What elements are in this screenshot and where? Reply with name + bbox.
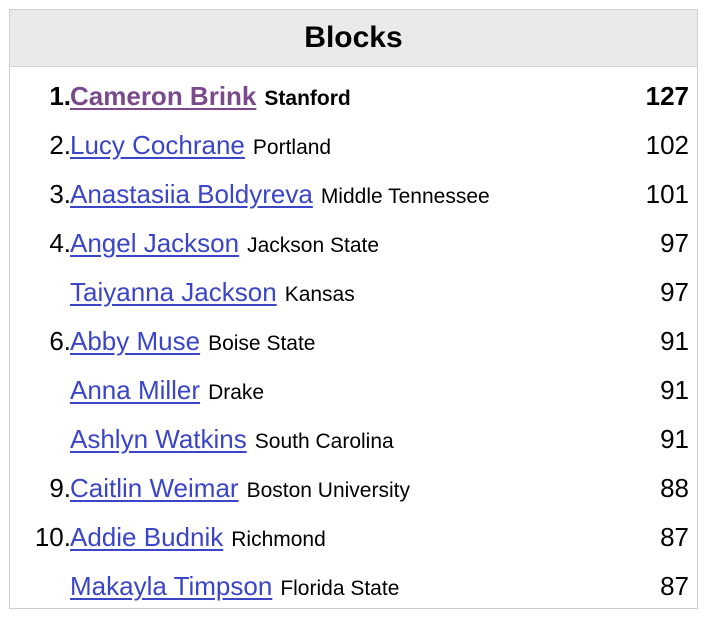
stat-value: 97 <box>660 277 689 307</box>
player-link[interactable]: Addie Budnik <box>70 522 224 552</box>
stat-value: 91 <box>660 424 689 454</box>
player-link[interactable]: Taiyanna Jackson <box>70 277 277 307</box>
player-link[interactable]: Cameron Brink <box>70 81 257 111</box>
list-item: Taiyanna Jackson Kansas 97 <box>10 263 697 312</box>
school-label: Florida State <box>280 577 400 600</box>
school-label: Drake <box>208 381 265 404</box>
school-label: Boise State <box>208 332 316 355</box>
panel-title: Blocks <box>304 21 403 54</box>
stat-value: 97 <box>660 228 689 258</box>
rank-label: 4. <box>49 228 71 258</box>
stat-value: 88 <box>660 473 689 503</box>
school-label: Kansas <box>284 283 355 306</box>
stat-value: 91 <box>660 326 689 356</box>
school-label: Boston University <box>246 479 410 502</box>
rank-label: 9. <box>49 473 71 503</box>
player-link[interactable]: Makayla Timpson <box>70 571 273 601</box>
school-label: Middle Tennessee <box>320 185 490 208</box>
leaderboard-list: 1. Cameron Brink Stanford 127 2. Lucy Coc… <box>10 67 697 606</box>
list-item: 3. Anastasiia Boldyreva Middle Tennessee … <box>10 165 697 214</box>
player-cell: Ashlyn Watkins South Carolina <box>70 424 394 459</box>
player-cell: Makayla Timpson Florida State <box>70 571 399 606</box>
leaderboard-panel: Blocks 1. Cameron Brink Stanford 127 2. L… <box>9 9 698 609</box>
player-link[interactable]: Abby Muse <box>70 326 201 356</box>
player-cell: Anna Miller Drake <box>70 375 264 410</box>
rank-label: 1. <box>49 81 71 111</box>
panel-header: Blocks <box>10 10 697 67</box>
list-item: 4. Angel Jackson Jackson State 97 <box>10 214 697 263</box>
list-item: Anna Miller Drake 91 <box>10 361 697 410</box>
player-link[interactable]: Lucy Cochrane <box>70 130 245 160</box>
list-item: 6. Abby Muse Boise State 91 <box>10 312 697 361</box>
stat-value: 87 <box>660 571 689 601</box>
stat-value: 87 <box>660 522 689 552</box>
school-label: Portland <box>252 136 332 159</box>
list-item: 9. Caitlin Weimar Boston University 88 <box>10 459 697 508</box>
player-cell: Abby Muse Boise State <box>70 326 315 361</box>
rank-label: 2. <box>49 130 71 160</box>
school-label: Richmond <box>231 528 326 551</box>
player-cell: Lucy Cochrane Portland <box>70 130 331 165</box>
player-cell: Taiyanna Jackson Kansas <box>70 277 355 312</box>
player-cell: Caitlin Weimar Boston University <box>70 473 410 508</box>
rank-label: 10. <box>34 522 71 552</box>
school-label: South Carolina <box>254 430 394 453</box>
player-link[interactable]: Caitlin Weimar <box>70 473 239 503</box>
stat-value: 91 <box>660 375 689 405</box>
player-cell: Addie Budnik Richmond <box>70 522 326 557</box>
list-item: Ashlyn Watkins South Carolina 91 <box>10 410 697 459</box>
player-cell: Cameron Brink Stanford <box>70 81 351 116</box>
rank-label: 3. <box>49 179 71 209</box>
player-cell: Angel Jackson Jackson State <box>70 228 379 263</box>
list-item: 2. Lucy Cochrane Portland 102 <box>10 116 697 165</box>
stat-value: 102 <box>645 130 689 160</box>
player-link[interactable]: Ashlyn Watkins <box>70 424 247 454</box>
rank-label: 6. <box>49 326 71 356</box>
school-label: Stanford <box>264 87 351 110</box>
stat-value: 101 <box>645 179 689 209</box>
player-link[interactable]: Anna Miller <box>70 375 201 405</box>
player-link[interactable]: Angel Jackson <box>70 228 240 258</box>
list-item: 1. Cameron Brink Stanford 127 <box>10 67 697 116</box>
list-item: Makayla Timpson Florida State 87 <box>10 557 697 606</box>
stat-value: 127 <box>645 81 689 111</box>
list-item: 10. Addie Budnik Richmond 87 <box>10 508 697 557</box>
player-cell: Anastasiia Boldyreva Middle Tennessee <box>70 179 490 214</box>
school-label: Jackson State <box>247 234 380 257</box>
player-link[interactable]: Anastasiia Boldyreva <box>70 179 313 209</box>
